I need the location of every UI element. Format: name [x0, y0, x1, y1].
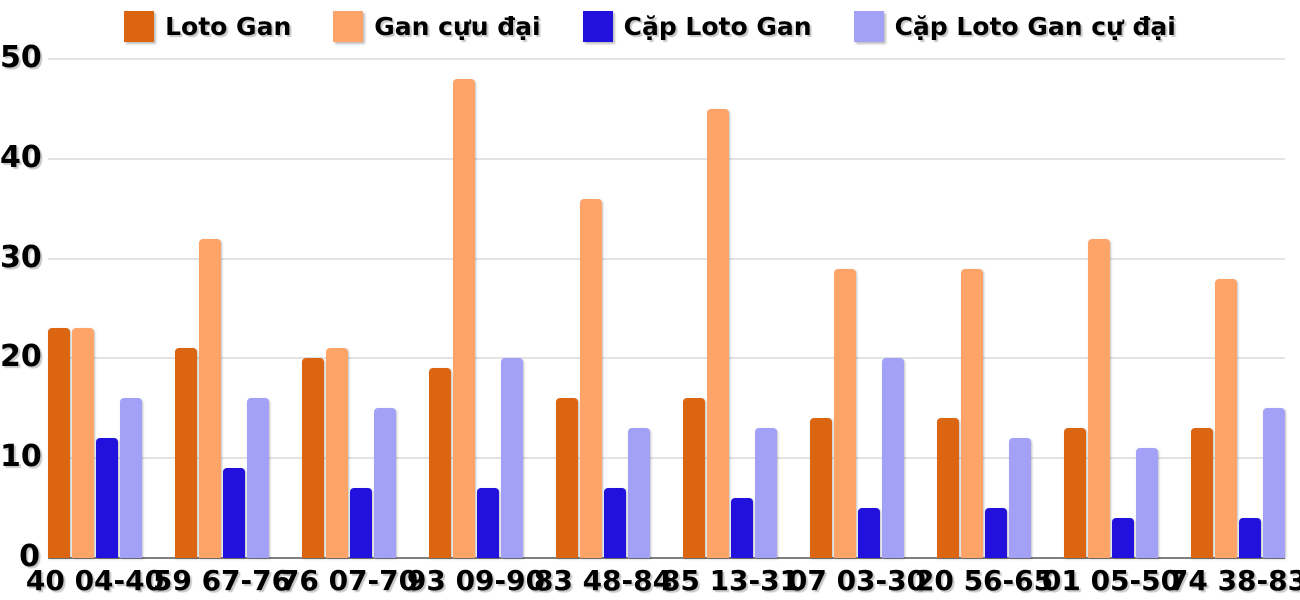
bar-gan-cuu-dai [961, 268, 983, 558]
bar-loto-gan [556, 398, 578, 558]
legend-label: Gan cựu đại [374, 11, 541, 41]
y-axis-tick-label: 40 [0, 139, 42, 175]
bar-cap-loto-gan [96, 438, 118, 558]
bar-cap-loto-gan-cu-dai [1136, 448, 1158, 558]
x-axis-category-label: 01 05-50 [1041, 564, 1181, 597]
bar-cap-loto-gan-cu-dai [755, 428, 777, 558]
plot-area [48, 58, 1285, 559]
bar-loto-gan [1064, 428, 1086, 558]
bar-loto-gan [48, 328, 70, 558]
bar-gan-cuu-dai [707, 108, 729, 558]
bar-cap-loto-gan [731, 498, 753, 558]
x-axis-category-label: 59 67-76 [152, 564, 292, 597]
bar-cap-loto-gan-cu-dai [120, 398, 142, 558]
bar-cap-loto-gan [604, 488, 626, 558]
legend-label: Cặp Loto Gan cự đại [894, 11, 1176, 41]
bar-gan-cuu-dai [326, 348, 348, 558]
bar-cap-loto-gan [477, 488, 499, 558]
legend-label: Cặp Loto Gan [623, 11, 812, 41]
bar-cap-loto-gan [985, 508, 1007, 558]
bar-loto-gan [810, 418, 832, 558]
gridline-20 [48, 357, 1285, 360]
legend-swatch-gan-cuu-dai [333, 10, 364, 42]
bar-group-85-13-31 [683, 59, 777, 558]
legend-label: Loto Gan [165, 11, 292, 41]
bar-gan-cuu-dai [580, 198, 602, 558]
bar-group-01-05-50 [1064, 59, 1158, 558]
bar-loto-gan [1191, 428, 1213, 558]
bar-cap-loto-gan-cu-dai [628, 428, 650, 558]
legend-swatch-loto-gan [124, 10, 155, 42]
chart-legend: Loto Gan Gan cựu đại Cặp Loto Gan Cặp Loto … [0, 6, 1300, 46]
bar-loto-gan [429, 368, 451, 558]
x-axis-category-label: 40 04-40 [25, 564, 165, 597]
bar-cap-loto-gan-cu-dai [374, 408, 396, 558]
x-axis-baseline [48, 557, 1285, 559]
legend-item-loto-gan[interactable]: Loto Gan [124, 10, 292, 42]
bar-cap-loto-gan-cu-dai [882, 358, 904, 558]
y-axis-tick-label: 50 [0, 40, 42, 75]
y-axis-tick-label: 0 [19, 539, 40, 574]
bar-gan-cuu-dai [199, 238, 221, 558]
bar-group-07-03-30 [810, 59, 904, 558]
bar-cap-loto-gan-cu-dai [247, 398, 269, 558]
legend-swatch-cap-loto-gan [582, 10, 613, 42]
bar-cap-loto-gan [858, 508, 880, 558]
bar-group-76-07-70 [302, 59, 396, 558]
bar-gan-cuu-dai [453, 78, 475, 558]
x-axis-category-label: 20 56-65 [914, 564, 1054, 597]
y-axis-tick-label: 10 [0, 439, 42, 475]
bar-cap-loto-gan-cu-dai [501, 358, 523, 558]
bar-cap-loto-gan-cu-dai [1263, 408, 1285, 558]
gridline-50 [48, 58, 1285, 60]
x-axis-category-label: 74 38-83 [1168, 564, 1300, 597]
bar-groups [48, 59, 1285, 558]
gridline-40 [48, 157, 1285, 160]
bar-loto-gan [937, 418, 959, 558]
legend-swatch-cap-loto-gan-cu-dai [853, 10, 884, 42]
bar-group-40-04-40 [48, 59, 142, 558]
bar-group-83-48-84 [556, 59, 650, 558]
x-axis-category-label: 07 03-30 [787, 564, 927, 597]
bar-cap-loto-gan [1239, 518, 1261, 558]
x-axis-category-label: 76 07-70 [279, 564, 419, 597]
bar-cap-loto-gan [1112, 518, 1134, 558]
bar-cap-loto-gan [350, 488, 372, 558]
x-axis-category-label: 93 09-90 [406, 564, 546, 597]
bar-group-20-56-65 [937, 59, 1031, 558]
gridline-10 [48, 457, 1285, 460]
x-axis-category-label: 85 13-31 [660, 564, 800, 597]
y-axis-tick-label: 20 [0, 339, 42, 375]
bar-gan-cuu-dai [1215, 278, 1237, 558]
legend-item-cap-loto-gan[interactable]: Cặp Loto Gan [582, 10, 812, 42]
bar-cap-loto-gan-cu-dai [1009, 438, 1031, 558]
x-axis-category-label: 83 48-84 [533, 564, 673, 597]
bar-loto-gan [175, 348, 197, 558]
bar-gan-cuu-dai [72, 328, 94, 558]
bar-loto-gan [683, 398, 705, 558]
legend-item-gan-cuu-dai[interactable]: Gan cựu đại [333, 10, 541, 42]
bar-gan-cuu-dai [1088, 238, 1110, 558]
bar-cap-loto-gan [223, 468, 245, 558]
gridline-30 [48, 257, 1285, 260]
bar-loto-gan [302, 358, 324, 558]
bar-gan-cuu-dai [834, 268, 856, 558]
legend-item-cap-loto-gan-cu-dai[interactable]: Cặp Loto Gan cự đại [853, 10, 1176, 42]
bar-group-93-09-90 [429, 59, 523, 558]
bar-group-74-38-83 [1191, 59, 1285, 558]
y-axis-tick-label: 30 [0, 239, 42, 275]
bar-group-59-67-76 [175, 59, 269, 558]
